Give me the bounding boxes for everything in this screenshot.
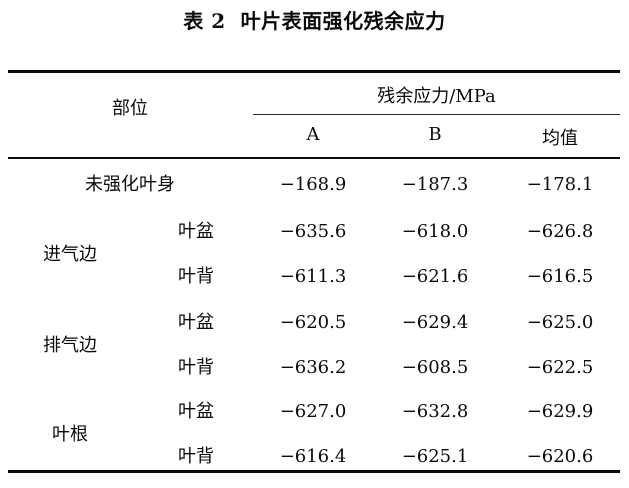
- cell-value-b: −618.0: [401, 221, 469, 242]
- cell-value-a: −627.0: [279, 401, 347, 422]
- cell-value-a: −168.9: [279, 174, 347, 195]
- cell-value-b: −625.1: [401, 446, 469, 467]
- column-header-b: B: [428, 124, 442, 145]
- table-row: 未强化叶身 −168.9 −187.3 −178.1: [8, 174, 620, 196]
- cell-value-mean: −178.1: [526, 174, 594, 195]
- header-span-rule: [253, 114, 620, 115]
- row-subposition: 叶背: [178, 446, 214, 467]
- row-group-label-inlet-edge: 进气边: [43, 244, 97, 265]
- row-subposition: 叶背: [178, 266, 214, 287]
- header-bottom-rule: [8, 157, 620, 159]
- cell-value-mean: −620.6: [526, 446, 594, 467]
- cell-value-a: −636.2: [279, 357, 347, 378]
- row-group-label-outlet-edge: 排气边: [43, 335, 97, 356]
- table-row: 叶背 −611.3 −621.6 −616.5: [8, 266, 620, 288]
- table-row: 叶盆 −635.6 −618.0 −626.8: [8, 221, 620, 243]
- cell-value-a: −635.6: [279, 221, 347, 242]
- table-top-rule: [8, 70, 620, 73]
- cell-value-b: −187.3: [401, 174, 469, 195]
- cell-value-b: −632.8: [401, 401, 469, 422]
- table-row: 叶盆 −627.0 −632.8 −629.9: [8, 401, 620, 423]
- table-body: 未强化叶身 −168.9 −187.3 −178.1 进气边 叶盆 −635.6…: [8, 160, 620, 470]
- cell-value-a: −611.3: [279, 266, 347, 287]
- table-row: 叶背 −636.2 −608.5 −622.5: [8, 357, 620, 379]
- column-header-location: 部位: [112, 98, 148, 119]
- row-subposition: 叶盆: [178, 221, 214, 242]
- table-caption: 表 2 叶片表面强化残余应力: [183, 9, 446, 33]
- cell-value-mean: −616.5: [526, 266, 594, 287]
- cell-value-b: −629.4: [401, 312, 469, 333]
- row-subposition: 叶盆: [178, 312, 214, 333]
- table-row: 叶盆 −620.5 −629.4 −625.0: [8, 312, 620, 334]
- cell-value-b: −608.5: [401, 357, 469, 378]
- row-group-label-blade-root: 叶根: [52, 424, 88, 445]
- cell-value-a: −616.4: [279, 446, 347, 467]
- column-header-a: A: [306, 124, 320, 145]
- cell-value-mean: −622.5: [526, 357, 594, 378]
- row-subposition: 叶盆: [178, 401, 214, 422]
- row-location: 未强化叶身: [85, 174, 175, 195]
- table-row: 叶背 −616.4 −625.1 −620.6: [8, 446, 620, 468]
- cell-value-b: −621.6: [401, 266, 469, 287]
- cell-value-mean: −626.8: [526, 221, 594, 242]
- table-bottom-rule: [8, 470, 620, 473]
- row-subposition: 叶背: [178, 357, 214, 378]
- cell-value-a: −620.5: [279, 312, 347, 333]
- column-header-mean: 均值: [542, 128, 578, 149]
- cell-value-mean: −629.9: [526, 401, 594, 422]
- column-header-residual-stress: 残余应力/MPa: [377, 86, 496, 107]
- cell-value-mean: −625.0: [526, 312, 594, 333]
